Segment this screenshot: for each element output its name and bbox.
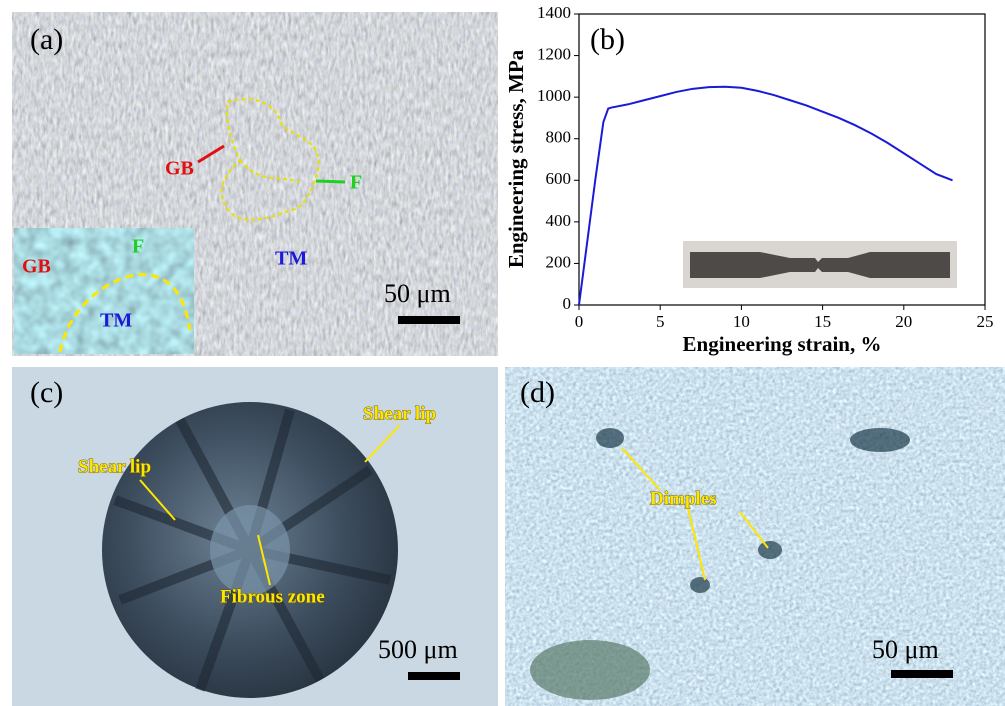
annotation: TM: [100, 310, 132, 332]
panel-label: (b): [590, 23, 625, 56]
x-tick-label: 0: [575, 312, 584, 331]
y-tick-label: 200: [546, 252, 572, 271]
panel-label: (d): [520, 376, 555, 409]
panel-d: (d) Dimples 50 μm: [505, 367, 1005, 706]
scale-bar: [408, 672, 460, 680]
annotation: Fibrous zone: [220, 586, 325, 607]
fibrous-zone: [210, 505, 290, 595]
x-tick-label: 20: [895, 312, 912, 331]
panel-a: (a) GB F TM GB F TM 50 μm: [12, 12, 498, 356]
annotation: Shear lip: [78, 456, 151, 477]
annotation: TM: [275, 248, 307, 270]
arrow: [316, 181, 345, 182]
scale-label: 50 μm: [384, 279, 451, 308]
x-tick-label: 10: [733, 312, 750, 331]
x-tick-label: 15: [814, 312, 831, 331]
annotation: Shear lip: [363, 403, 436, 424]
inset: [14, 228, 194, 354]
figure: (a) GB F TM GB F TM 50 μm (b) Engineerin…: [0, 0, 1005, 706]
y-tick-label: 600: [546, 169, 572, 188]
scale-bar: [398, 316, 460, 324]
annotation: GB: [22, 256, 51, 278]
panel-c: (c) Shear lip Shear lip Fibrous zone 500…: [12, 367, 498, 706]
panel-label: (a): [30, 23, 63, 56]
y-tick-label: 400: [546, 211, 572, 230]
y-axis-label: Engineering stress, MPa: [504, 49, 528, 268]
y-tick-label: 0: [563, 294, 572, 313]
x-tick-label: 25: [977, 312, 994, 331]
scale-label: 50 μm: [872, 635, 939, 664]
scale-bar: [891, 670, 953, 678]
panel-b: (b) Engineering strain, % Engineering st…: [504, 3, 994, 356]
annotation: F: [132, 236, 144, 258]
annotation: F: [350, 172, 362, 194]
x-tick-label: 5: [656, 312, 665, 331]
annotation: Dimples: [650, 488, 717, 509]
y-tick-label: 1400: [537, 3, 571, 22]
annotation: GB: [165, 158, 194, 180]
y-tick-label: 1000: [537, 86, 571, 105]
panel-label: (c): [30, 376, 63, 409]
x-axis-label: Engineering strain, %: [683, 332, 882, 356]
y-tick-label: 800: [546, 128, 572, 147]
y-tick-label: 1200: [537, 44, 571, 63]
scale-label: 500 μm: [378, 635, 458, 664]
